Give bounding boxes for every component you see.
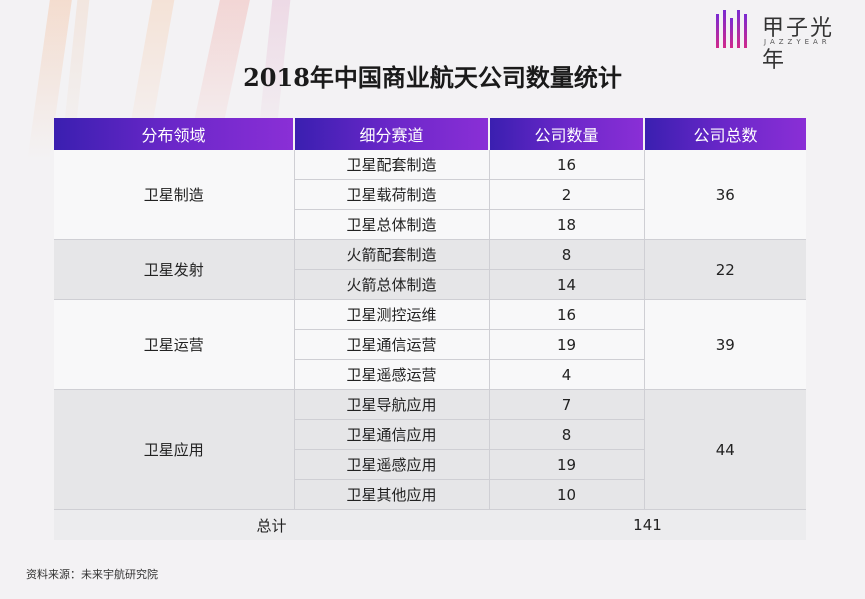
track-cell: 卫星配套制造 [293,150,490,180]
header-domain: 分布领域 [54,118,295,150]
table-row: 卫星其他应用 10 [54,479,806,510]
table-row: 卫星通信运营 19 [54,329,806,360]
header-track: 细分赛道 [294,118,490,150]
table-row: 卫星载荷制造 2 [54,179,806,210]
source-note: 资料来源：未来宇航研究院 [26,568,158,581]
header-total: 公司总数 [644,118,806,150]
group-total: 36 [644,150,806,240]
track-cell: 卫星总体制造 [293,209,490,240]
count-cell: 10 [488,479,645,510]
count-cell: 16 [488,299,645,330]
group-total: 22 [644,239,806,300]
page-title: 2018年中国商业航天公司数量统计 [243,63,622,92]
count-cell: 19 [488,449,645,480]
group-name: 卫星运营 [54,299,295,390]
count-cell: 8 [488,419,645,450]
brand-logo: 甲子光年 JAZZYEAR [714,10,854,73]
count-cell: 18 [488,209,645,240]
table-row: 卫星通信应用 8 [54,419,806,450]
table-row: 卫星遥感应用 19 [54,449,806,480]
track-cell: 卫星其他应用 [293,479,490,510]
track-cell: 卫星测控运维 [293,299,490,330]
group-name: 卫星应用 [54,389,295,510]
track-cell: 卫星载荷制造 [293,179,490,210]
count-cell: 16 [488,150,645,180]
count-cell: 7 [488,389,645,420]
count-cell: 8 [488,239,645,270]
count-cell: 14 [488,269,645,300]
stats-table: 分布领域 细分赛道 公司数量 公司总数 卫星制造 卫星配套制造 16 36 卫星… [54,118,806,540]
logo-text: 甲子光年 [762,16,835,73]
table-row: 卫星制造 卫星配套制造 16 36 [54,150,806,240]
total-value: 141 [489,509,806,540]
table-row: 卫星发射 火箭配套制造 8 22 [54,239,806,300]
group-name: 卫星制造 [54,150,295,240]
count-cell: 2 [488,179,645,210]
count-cell: 19 [488,329,645,360]
track-cell: 卫星遥感运营 [293,359,490,390]
track-cell: 卫星遥感应用 [293,449,490,480]
count-cell: 4 [488,359,645,390]
logo-subtext: JAZZYEAR [764,38,831,46]
track-cell: 火箭总体制造 [293,269,490,300]
total-row: 总计 141 [54,509,806,540]
track-cell: 火箭配套制造 [293,239,490,270]
table-header-row: 分布领域 细分赛道 公司数量 公司总数 [54,118,806,150]
table-row: 卫星应用 卫星导航应用 7 44 [54,389,806,510]
track-cell: 卫星通信运营 [293,329,490,360]
header-count: 公司数量 [489,118,645,150]
table-row: 卫星运营 卫星测控运维 16 39 [54,299,806,390]
logo-bars-icon [714,10,750,48]
track-cell: 卫星导航应用 [293,389,490,420]
group-total: 39 [644,299,806,390]
table-row: 卫星总体制造 18 [54,209,806,240]
table-row: 卫星遥感运营 4 [54,359,806,390]
group-name: 卫星发射 [54,239,295,300]
total-label: 总计 [54,509,489,540]
group-total: 44 [644,389,806,510]
table-row: 火箭总体制造 14 [54,269,806,300]
track-cell: 卫星通信应用 [293,419,490,450]
